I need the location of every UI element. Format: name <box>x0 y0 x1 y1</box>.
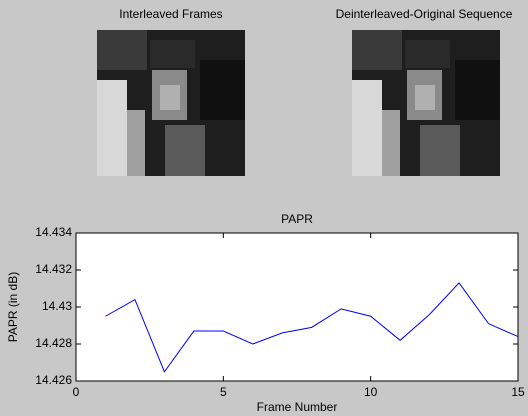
y-tick-label: 14.428 <box>35 336 72 350</box>
image <box>97 30 245 176</box>
x-tick-label: 15 <box>511 385 525 399</box>
image-title: Deinterleaved-Original Sequence <box>336 7 513 21</box>
chart-title: PAPR <box>281 212 313 226</box>
page: Interleaved Frames Deinterleaved-Origina… <box>0 0 528 416</box>
y-axis-label: PAPR (in dB) <box>6 272 20 342</box>
x-axis-label: Frame Number <box>257 400 338 414</box>
x-tick-label: 0 <box>73 385 80 399</box>
y-tick-label: 14.432 <box>35 262 72 276</box>
image-title: Interleaved Frames <box>119 7 222 21</box>
y-tick-label: 14.43 <box>42 299 72 313</box>
y-tick-label: 14.434 <box>35 225 72 239</box>
x-tick-label: 5 <box>220 385 227 399</box>
x-tick-label: 10 <box>364 385 378 399</box>
plot-area <box>76 233 518 381</box>
y-tick-label: 14.426 <box>35 373 72 387</box>
figure: Interleaved Frames Deinterleaved-Origina… <box>0 0 528 416</box>
image <box>352 30 500 176</box>
